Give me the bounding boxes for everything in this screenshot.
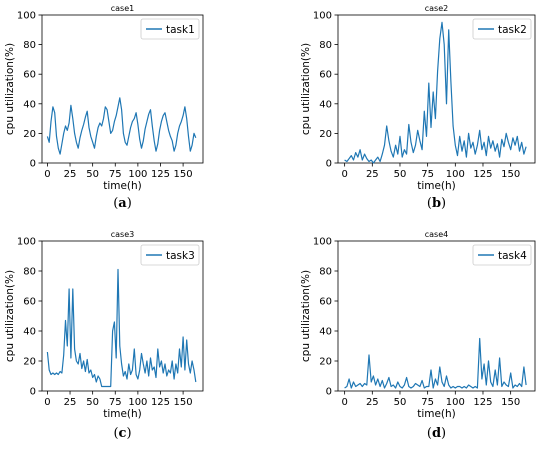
series-line-task4	[344, 337, 527, 389]
x-tick-label: 150	[174, 169, 193, 180]
y-tick-label: 60	[319, 70, 332, 81]
x-axis-label: time(h)	[417, 408, 456, 420]
y-axis-label: cpu utilization(%)	[300, 43, 312, 135]
x-tick-label: 25	[64, 397, 77, 408]
x-tick-label: 150	[501, 169, 520, 180]
x-tick-label: 100	[446, 169, 465, 180]
axes-frame	[41, 14, 204, 164]
axes-frame	[337, 14, 536, 164]
y-axis-label: cpu utilization(%)	[4, 270, 16, 362]
series-line-task3	[46, 268, 197, 388]
x-tick-label: 0	[44, 397, 50, 408]
subplot-1: case1 0 20 40 60 80 100 0 25 50 75 100 125 150 time(h)…	[4, 4, 204, 211]
legend: task4	[472, 244, 532, 266]
y-tick-label: 20	[319, 357, 332, 368]
legend-box	[140, 18, 200, 40]
y-tick-label: 80	[23, 267, 36, 278]
y-tick-label: 40	[319, 327, 332, 338]
y-tick-label: 0	[30, 387, 36, 398]
subplot-2: case2 0 20 40 60 80 100 0 25 50 75 100 125 150 time(h)…	[300, 4, 536, 211]
legend-label: task1	[166, 24, 195, 36]
x-tick-label: 75	[421, 397, 434, 408]
subfigure-caption: (a)	[113, 196, 132, 211]
y-axis-label: cpu utilization(%)	[4, 43, 16, 135]
x-tick-label: 100	[128, 397, 147, 408]
x-tick-label: 50	[86, 169, 99, 180]
x-tick-label: 0	[341, 397, 347, 408]
y-tick-label: 20	[23, 357, 36, 368]
x-tick-label: 0	[341, 169, 347, 180]
x-tick-label: 75	[421, 169, 434, 180]
series-line-task2	[344, 21, 527, 164]
y-tick-label: 40	[23, 327, 36, 338]
y-tick-label: 0	[326, 387, 332, 398]
x-tick-label: 75	[109, 169, 122, 180]
subplot-4: case4 0 20 40 60 80 100 0 25 50 75 100 125 150 time(h)…	[300, 230, 536, 441]
x-tick-label: 150	[501, 397, 520, 408]
x-tick-label: 75	[109, 397, 122, 408]
x-tick-label: 150	[174, 397, 193, 408]
x-tick-label: 25	[366, 397, 379, 408]
y-tick-label: 100	[17, 237, 36, 248]
y-axis-label: cpu utilization(%)	[300, 270, 312, 362]
legend: task1	[140, 18, 200, 40]
x-tick-label: 0	[44, 169, 50, 180]
y-tick-label: 40	[319, 99, 332, 110]
legend: task2	[472, 18, 532, 40]
y-tick-label: 100	[313, 237, 332, 248]
x-tick-label: 125	[151, 397, 170, 408]
y-tick-label: 80	[319, 40, 332, 51]
subfigure-caption: (c)	[113, 426, 131, 441]
y-tick-label: 0	[326, 159, 332, 170]
y-tick-label: 80	[319, 267, 332, 278]
y-tick-label: 100	[17, 11, 36, 22]
y-tick-label: 60	[319, 297, 332, 308]
legend: task3	[140, 244, 200, 266]
subplot-title: case2	[425, 4, 448, 13]
x-axis-label: time(h)	[103, 408, 142, 420]
y-tick-label: 0	[30, 159, 36, 170]
legend-box	[472, 244, 532, 266]
y-tick-label: 40	[23, 99, 36, 110]
x-axis-label: time(h)	[103, 180, 142, 192]
subfigure-caption: (d)	[427, 426, 446, 441]
x-tick-label: 25	[64, 169, 77, 180]
subplot-title: case4	[425, 230, 448, 239]
legend-label: task3	[166, 250, 195, 262]
subplot-title: case1	[111, 4, 134, 13]
axes-frame	[337, 240, 536, 392]
subfigure-caption: (b)	[427, 196, 446, 211]
legend-box	[140, 244, 200, 266]
series-line-task1	[46, 97, 197, 155]
x-axis-label: time(h)	[417, 180, 456, 192]
x-tick-label: 100	[128, 169, 147, 180]
subplot-title: case3	[111, 230, 134, 239]
y-tick-label: 100	[313, 11, 332, 22]
x-tick-label: 50	[394, 169, 407, 180]
y-tick-label: 60	[23, 297, 36, 308]
legend-label: task4	[498, 250, 527, 262]
x-tick-label: 50	[394, 397, 407, 408]
x-tick-label: 25	[366, 169, 379, 180]
x-tick-label: 100	[446, 397, 465, 408]
x-tick-label: 125	[151, 169, 170, 180]
x-tick-label: 125	[473, 169, 492, 180]
x-tick-label: 125	[473, 397, 492, 408]
x-tick-label: 50	[86, 397, 99, 408]
y-tick-label: 20	[319, 129, 332, 140]
legend-box	[472, 18, 532, 40]
axes-frame	[41, 240, 204, 392]
y-tick-label: 80	[23, 40, 36, 51]
y-tick-label: 60	[23, 70, 36, 81]
legend-label: task2	[498, 24, 527, 36]
subplot-3: case3 0 20 40 60 80 100 0 25 50 75 100 125 150 time(h)…	[4, 230, 204, 441]
y-tick-label: 20	[23, 129, 36, 140]
